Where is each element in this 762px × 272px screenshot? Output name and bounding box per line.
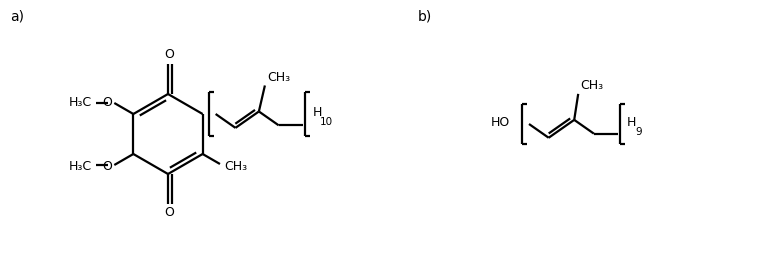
Text: CH₃: CH₃: [224, 160, 248, 174]
Text: CH₃: CH₃: [581, 79, 604, 92]
Text: HO: HO: [491, 116, 510, 128]
Text: b): b): [418, 9, 432, 23]
Text: 10: 10: [319, 117, 332, 127]
Text: O: O: [164, 48, 174, 61]
Text: H: H: [313, 106, 322, 119]
Text: O: O: [164, 206, 174, 220]
Text: 9: 9: [636, 127, 642, 137]
Text: a): a): [10, 9, 24, 23]
Text: H₃C: H₃C: [69, 95, 92, 109]
Text: H₃C: H₃C: [69, 159, 92, 172]
Text: CH₃: CH₃: [267, 71, 290, 84]
Text: O: O: [102, 95, 112, 109]
Text: H: H: [627, 116, 636, 128]
Text: O: O: [102, 159, 112, 172]
